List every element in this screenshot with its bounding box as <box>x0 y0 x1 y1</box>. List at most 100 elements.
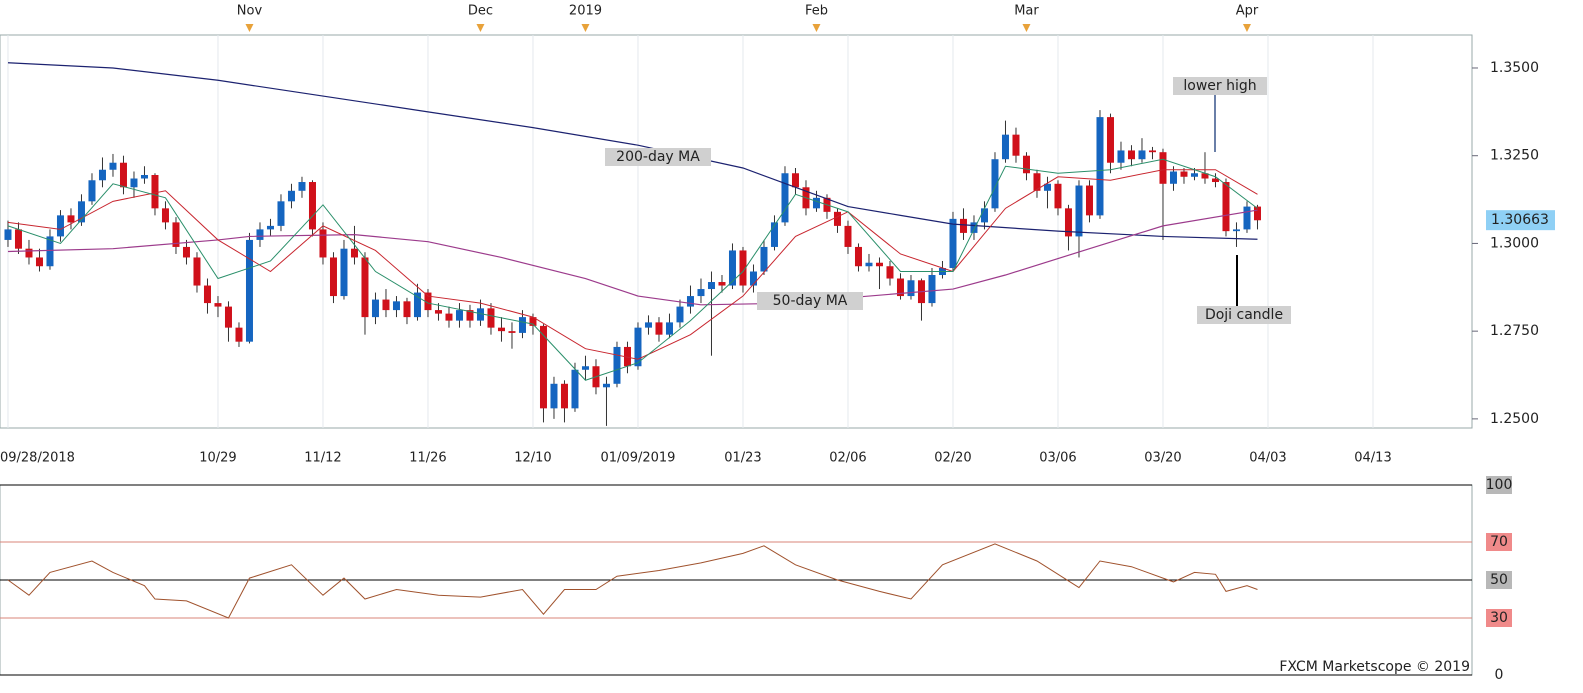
candle-body <box>686 296 694 307</box>
x-tick-label: 12/10 <box>514 451 551 466</box>
candle-body <box>476 308 484 321</box>
candle-body <box>1096 117 1104 216</box>
candle-body <box>791 173 799 188</box>
candle-body <box>35 257 43 267</box>
x-tick-label: 11/26 <box>409 451 446 466</box>
footer-note: FXCM Marketscope © 2019 <box>1279 659 1470 675</box>
candle-body <box>707 282 715 290</box>
candle-body <box>1054 183 1062 209</box>
x-tick-label: 04/13 <box>1354 451 1391 466</box>
level-label-box <box>1486 476 1512 494</box>
rsi-line <box>7 543 1258 619</box>
candle-body <box>403 301 411 318</box>
y-tick-label: 50 <box>1490 572 1508 588</box>
x-tick-label: 10/29 <box>199 451 236 466</box>
candle-body <box>1190 173 1198 177</box>
candle-body <box>1033 173 1041 191</box>
callout-box <box>1197 306 1291 324</box>
y-tick-label: 1.2500 <box>1490 411 1539 427</box>
candle-body <box>256 229 264 240</box>
candle-body <box>1043 183 1051 191</box>
candle-body <box>245 239 253 342</box>
candle-body <box>697 289 705 297</box>
candle-body <box>1169 171 1177 184</box>
last-price-label: 1.30663 <box>1491 212 1549 228</box>
candle-body <box>812 197 820 209</box>
ma-label: 200-day MA <box>616 149 700 165</box>
candle-body <box>644 322 652 328</box>
candle-body <box>287 190 295 202</box>
candle-body <box>140 175 148 179</box>
candle-body <box>602 383 610 388</box>
candle-body <box>119 162 127 188</box>
y-tick-label: 1.3000 <box>1490 235 1539 251</box>
month-marker <box>1022 24 1031 32</box>
candle-body <box>130 178 138 188</box>
x-tick-label: 03/06 <box>1039 451 1076 466</box>
candle-body <box>88 180 96 202</box>
candle-body <box>1012 134 1020 156</box>
candle-body <box>1253 206 1261 221</box>
x-tick-label: 02/06 <box>829 451 866 466</box>
y-tick-label: 1.2750 <box>1490 323 1539 339</box>
x-tick-label: 02/20 <box>934 451 971 466</box>
candle-body <box>623 346 631 367</box>
candle-body <box>1180 171 1188 177</box>
candle-body <box>896 278 904 297</box>
candle-body <box>182 246 190 258</box>
candle-body <box>1243 206 1251 230</box>
callout-box <box>1173 77 1267 95</box>
candle-body <box>529 317 537 326</box>
candle-body <box>350 248 358 258</box>
candle-body <box>907 280 915 297</box>
candle-body <box>539 325 547 409</box>
candle-body <box>728 250 736 286</box>
x-tick-label: 01/09/2019 <box>601 451 676 466</box>
moving-average <box>7 209 1258 306</box>
candle-body <box>1001 134 1009 160</box>
candle-body <box>235 327 243 342</box>
candle-body <box>581 366 589 370</box>
price-plot <box>0 34 1473 429</box>
candle-body <box>854 246 862 267</box>
candle-body <box>193 257 201 286</box>
candle-body <box>655 322 663 335</box>
candle-body <box>67 215 75 223</box>
candle-body <box>970 222 978 233</box>
candle-body <box>781 173 789 223</box>
candle-body <box>1106 117 1114 163</box>
month-marker <box>581 24 590 32</box>
candle-body <box>844 225 852 247</box>
y-tick-label: 0 <box>1495 667 1504 683</box>
level-label-box <box>1486 533 1512 551</box>
x-tick-label: 09/28/2018 <box>0 451 75 466</box>
candle-body <box>329 257 337 297</box>
candle-body <box>718 282 726 286</box>
candle-body <box>308 182 316 230</box>
candle-body <box>1085 185 1093 216</box>
candle-body <box>497 327 505 332</box>
candle-body <box>319 229 327 258</box>
month-marker <box>1242 24 1251 32</box>
candle-body <box>571 369 579 409</box>
candle-body <box>266 225 274 230</box>
month-label: 2019 <box>569 4 602 19</box>
month-marker <box>812 24 821 32</box>
candle-body <box>1127 150 1135 160</box>
candle-body <box>749 271 757 286</box>
candle-body <box>865 262 873 267</box>
candle-body <box>46 236 54 267</box>
candle-body <box>665 322 673 335</box>
candle-body <box>25 248 33 258</box>
candle-body <box>434 310 442 314</box>
candle-body <box>487 308 495 328</box>
y-tick-label: 100 <box>1486 477 1513 493</box>
candle-body <box>1159 152 1167 184</box>
candle-body <box>413 292 421 318</box>
candle-body <box>1064 208 1072 237</box>
candle-body <box>634 327 642 367</box>
candle-body <box>1138 150 1146 160</box>
moving-average <box>7 62 1258 240</box>
